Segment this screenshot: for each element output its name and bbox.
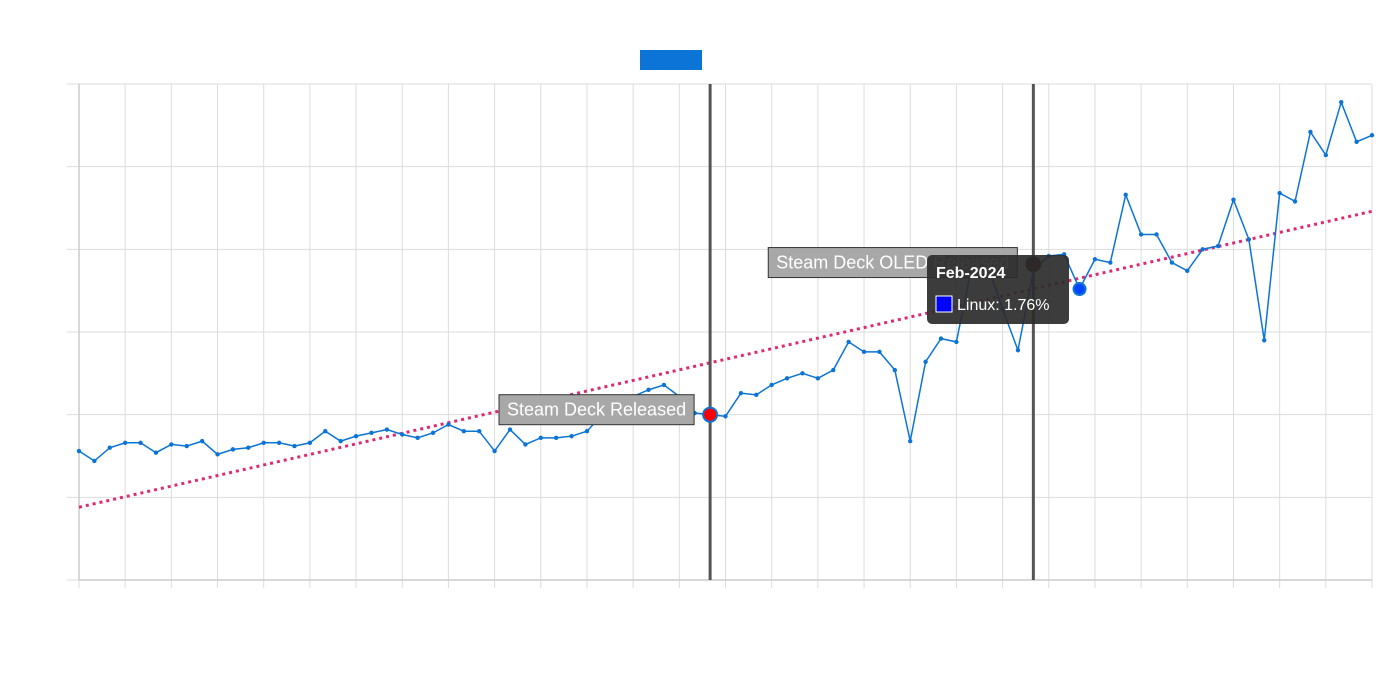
- tooltip: Feb-2024 Linux: 1.76%: [927, 255, 1069, 324]
- data-point[interactable]: [122, 440, 128, 445]
- data-point[interactable]: [1185, 268, 1190, 274]
- data-point[interactable]: [92, 458, 97, 464]
- data-point[interactable]: [1169, 260, 1175, 265]
- hovered-point[interactable]: [1072, 282, 1087, 297]
- data-point[interactable]: [1308, 129, 1313, 135]
- data-point[interactable]: [569, 433, 574, 439]
- highlight-point-steam-deck[interactable]: [702, 406, 719, 423]
- data-point[interactable]: [1108, 260, 1113, 265]
- data-point[interactable]: [831, 367, 836, 373]
- tooltip-box: [927, 255, 1069, 324]
- data-point[interactable]: [646, 387, 651, 393]
- data-point[interactable]: [384, 427, 390, 432]
- data-point[interactable]: [584, 429, 590, 434]
- data-point[interactable]: [477, 429, 482, 434]
- data-point[interactable]: [199, 438, 205, 444]
- data-point[interactable]: [107, 445, 112, 450]
- data-point[interactable]: [1369, 133, 1375, 138]
- data-point[interactable]: [815, 376, 821, 381]
- data-point[interactable]: [246, 445, 251, 450]
- data-point[interactable]: [184, 443, 189, 449]
- data-point[interactable]: [923, 359, 928, 364]
- data-point[interactable]: [738, 390, 744, 396]
- data-point[interactable]: [492, 448, 497, 454]
- data-point[interactable]: [661, 382, 667, 388]
- data-point[interactable]: [754, 392, 759, 398]
- data-point[interactable]: [430, 430, 436, 436]
- data-point[interactable]: [1015, 347, 1021, 353]
- event-label-1: Steam Deck Released: [498, 394, 695, 426]
- grid: [67, 83, 1373, 588]
- data-point[interactable]: [523, 442, 528, 447]
- data-point[interactable]: [846, 339, 851, 345]
- data-point[interactable]: [1123, 192, 1128, 197]
- data-point[interactable]: [861, 349, 867, 355]
- data-point[interactable]: [1323, 152, 1329, 158]
- data-point[interactable]: [415, 435, 420, 441]
- data-point[interactable]: [1200, 247, 1205, 252]
- data-point[interactable]: [1354, 139, 1359, 145]
- data-point[interactable]: [369, 430, 374, 436]
- data-point[interactable]: [538, 435, 543, 441]
- data-point[interactable]: [1138, 232, 1144, 237]
- data-point[interactable]: [307, 440, 313, 445]
- data-point[interactable]: [507, 427, 513, 432]
- data-point[interactable]: [1262, 338, 1267, 343]
- data-point[interactable]: [877, 349, 882, 355]
- event-layer: [708, 84, 1035, 580]
- data-point[interactable]: [261, 440, 266, 445]
- tooltip-value: Linux: 1.76%: [957, 297, 1050, 314]
- data-point[interactable]: [215, 452, 220, 457]
- data-point[interactable]: [938, 336, 944, 341]
- data-point[interactable]: [1339, 99, 1344, 105]
- data-point[interactable]: [908, 438, 913, 444]
- data-point[interactable]: [353, 433, 359, 439]
- data-point[interactable]: [1231, 197, 1236, 202]
- data-point[interactable]: [292, 443, 297, 449]
- data-point[interactable]: [446, 422, 451, 427]
- data-point[interactable]: [276, 440, 282, 445]
- data-point[interactable]: [954, 339, 959, 345]
- data-point[interactable]: [1215, 243, 1221, 249]
- tooltip-swatch: [935, 295, 953, 313]
- data-point[interactable]: [723, 414, 728, 419]
- data-point[interactable]: [400, 432, 405, 437]
- event-label-text: Steam Deck Released: [507, 400, 686, 420]
- data-point[interactable]: [1154, 232, 1159, 237]
- data-point[interactable]: [800, 371, 805, 376]
- data-point[interactable]: [138, 440, 143, 445]
- data-point[interactable]: [323, 429, 328, 434]
- data-point[interactable]: [1292, 199, 1298, 204]
- legend-series-swatch[interactable]: [640, 50, 702, 70]
- data-point[interactable]: [1092, 257, 1098, 262]
- tooltip-title: Feb-2024: [936, 265, 1005, 282]
- data-point[interactable]: [1246, 237, 1252, 242]
- event-label-box: [498, 394, 695, 426]
- data-point[interactable]: [461, 429, 467, 434]
- data-point[interactable]: [892, 367, 898, 373]
- data-point[interactable]: [338, 438, 343, 444]
- data-point[interactable]: [1277, 190, 1282, 196]
- data-point[interactable]: [784, 376, 790, 381]
- data-point[interactable]: [769, 382, 774, 388]
- data-point[interactable]: [76, 448, 82, 454]
- data-point[interactable]: [169, 442, 174, 447]
- data-point[interactable]: [553, 435, 559, 441]
- data-point[interactable]: [230, 447, 236, 452]
- data-point[interactable]: [153, 450, 159, 455]
